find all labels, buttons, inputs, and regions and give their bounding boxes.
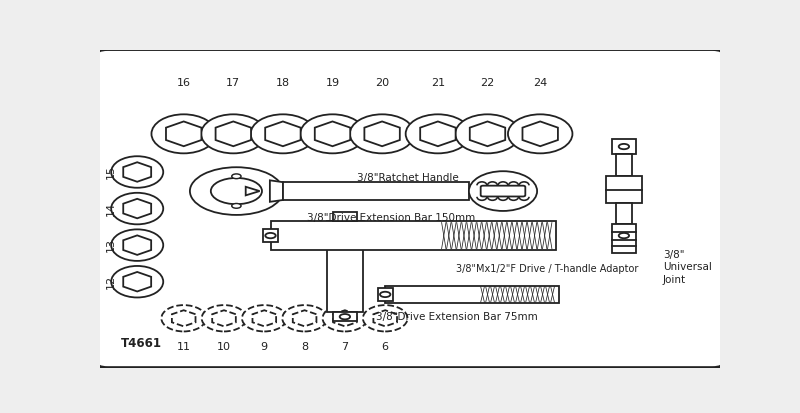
Circle shape bbox=[190, 167, 283, 215]
Ellipse shape bbox=[202, 305, 246, 332]
Polygon shape bbox=[166, 121, 202, 146]
Text: 24: 24 bbox=[533, 78, 547, 88]
Text: 13: 13 bbox=[106, 238, 116, 252]
Polygon shape bbox=[293, 310, 317, 326]
Text: 7: 7 bbox=[342, 342, 349, 352]
Bar bbox=[283, 182, 469, 200]
Polygon shape bbox=[123, 199, 151, 218]
Text: 3/8"Drive Extension Bar 75mm: 3/8"Drive Extension Bar 75mm bbox=[376, 312, 538, 322]
Text: 16: 16 bbox=[177, 78, 190, 88]
Text: 11: 11 bbox=[177, 342, 190, 352]
Text: 3/8": 3/8" bbox=[663, 250, 685, 260]
Text: 3/8"Mx1/2"F Drive / T-handle Adaptor: 3/8"Mx1/2"F Drive / T-handle Adaptor bbox=[457, 264, 639, 274]
Text: 12: 12 bbox=[106, 275, 116, 289]
Polygon shape bbox=[123, 162, 151, 182]
Polygon shape bbox=[212, 310, 236, 326]
Polygon shape bbox=[470, 121, 506, 146]
Polygon shape bbox=[253, 310, 276, 326]
Bar bbox=[386, 286, 558, 303]
Polygon shape bbox=[265, 121, 301, 146]
Ellipse shape bbox=[151, 114, 216, 153]
Ellipse shape bbox=[201, 114, 266, 153]
Text: 8: 8 bbox=[301, 342, 308, 352]
Ellipse shape bbox=[363, 305, 407, 332]
FancyBboxPatch shape bbox=[96, 50, 724, 368]
Text: 22: 22 bbox=[480, 78, 494, 88]
Bar bbox=[378, 288, 393, 301]
Ellipse shape bbox=[282, 305, 327, 332]
Circle shape bbox=[380, 292, 390, 297]
Ellipse shape bbox=[111, 156, 163, 188]
Bar bbox=[333, 312, 358, 321]
Circle shape bbox=[340, 314, 350, 319]
Polygon shape bbox=[172, 310, 195, 326]
Polygon shape bbox=[215, 121, 251, 146]
Text: 10: 10 bbox=[217, 342, 231, 352]
Ellipse shape bbox=[406, 114, 470, 153]
Text: T4661: T4661 bbox=[121, 337, 162, 350]
Ellipse shape bbox=[162, 305, 206, 332]
Polygon shape bbox=[333, 310, 357, 326]
Text: Universal: Universal bbox=[663, 262, 712, 273]
Circle shape bbox=[232, 174, 241, 179]
Circle shape bbox=[232, 204, 241, 208]
Ellipse shape bbox=[111, 229, 163, 261]
Text: Joint: Joint bbox=[663, 275, 686, 285]
Polygon shape bbox=[314, 121, 350, 146]
Text: 21: 21 bbox=[431, 78, 445, 88]
Polygon shape bbox=[123, 272, 151, 292]
Text: 9: 9 bbox=[261, 342, 268, 352]
Text: 14: 14 bbox=[106, 202, 116, 216]
Ellipse shape bbox=[322, 305, 367, 332]
Ellipse shape bbox=[300, 114, 365, 153]
Text: 20: 20 bbox=[375, 78, 389, 88]
Ellipse shape bbox=[242, 305, 286, 332]
Bar bbox=[616, 154, 632, 176]
Text: 18: 18 bbox=[276, 78, 290, 88]
Bar bbox=[606, 176, 642, 204]
Polygon shape bbox=[374, 310, 397, 326]
Polygon shape bbox=[270, 180, 283, 202]
Bar bbox=[270, 221, 556, 250]
Circle shape bbox=[618, 144, 629, 149]
Ellipse shape bbox=[350, 114, 414, 153]
Bar bbox=[616, 204, 632, 224]
Bar bbox=[612, 224, 636, 253]
Circle shape bbox=[266, 233, 276, 238]
Text: 6: 6 bbox=[382, 342, 389, 352]
Text: 17: 17 bbox=[226, 78, 240, 88]
Bar bbox=[333, 212, 358, 221]
Polygon shape bbox=[420, 121, 456, 146]
Text: 19: 19 bbox=[326, 78, 339, 88]
Polygon shape bbox=[123, 235, 151, 255]
Ellipse shape bbox=[111, 266, 163, 297]
Ellipse shape bbox=[250, 114, 315, 153]
Ellipse shape bbox=[508, 114, 573, 153]
Ellipse shape bbox=[111, 193, 163, 224]
Bar bbox=[612, 139, 636, 154]
Text: 15: 15 bbox=[106, 165, 116, 179]
Circle shape bbox=[618, 233, 629, 238]
Polygon shape bbox=[364, 121, 400, 146]
FancyBboxPatch shape bbox=[481, 186, 526, 197]
Bar bbox=[263, 229, 278, 242]
Bar bbox=[327, 221, 363, 312]
Ellipse shape bbox=[455, 114, 520, 153]
Circle shape bbox=[211, 178, 262, 204]
Text: 3/8"Drive Extension Bar 150mm: 3/8"Drive Extension Bar 150mm bbox=[307, 213, 475, 223]
Text: 3/8"Ratchet Handle: 3/8"Ratchet Handle bbox=[358, 173, 459, 183]
Polygon shape bbox=[246, 187, 260, 195]
Polygon shape bbox=[522, 121, 558, 146]
Ellipse shape bbox=[469, 171, 537, 211]
